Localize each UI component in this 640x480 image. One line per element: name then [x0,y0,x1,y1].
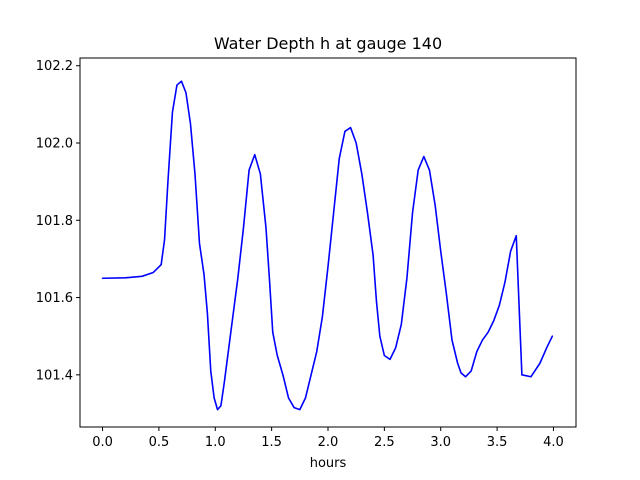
y-tick-label: 101.8 [36,214,73,229]
x-axis-label: hours [310,456,347,471]
x-tick-label: 4.0 [543,435,564,450]
chart-title: Water Depth h at gauge 140 [214,34,442,53]
y-tick-label: 101.4 [36,368,73,383]
plot-frame [79,57,577,428]
series-line-0 [101,80,554,411]
x-tick-label: 0.0 [92,435,113,450]
x-tick-label: 3.5 [487,435,508,450]
x-tick-label: 3.0 [430,435,451,450]
plot-area: 0.0 0.5 1.0 1.5 2.0 2.5 3.0 3.5 4.0 101.4 101.6 101… [36,57,577,450]
y-tick-label: 102.0 [36,137,73,152]
x-tick-label: 0.5 [149,435,170,450]
x-tick-label: 1.5 [261,435,282,450]
x-tick-label: 2.0 [318,435,339,450]
x-tick-label: 1.0 [205,435,226,450]
y-tick-label: 102.2 [36,59,73,74]
y-tick-label: 101.6 [36,291,73,306]
x-tick-label: 2.5 [374,435,395,450]
